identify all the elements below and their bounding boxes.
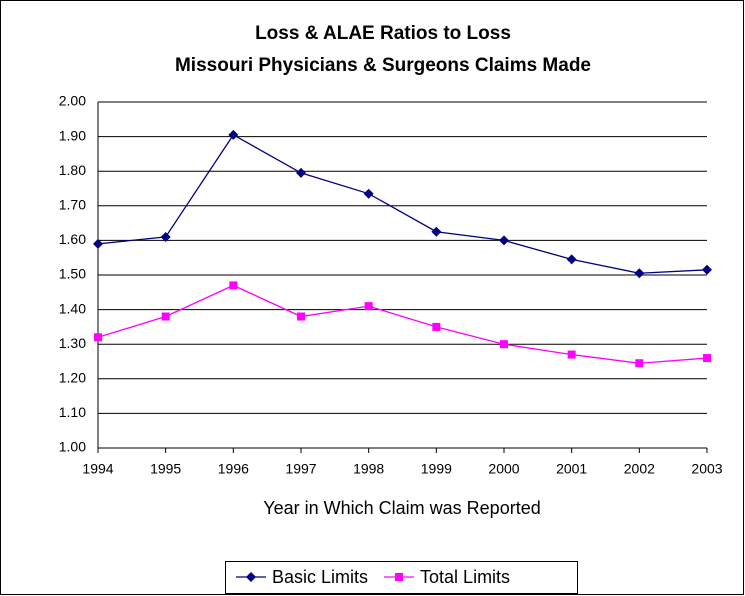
y-tick-label: 1.80 xyxy=(59,162,86,178)
point xyxy=(161,312,170,321)
point xyxy=(296,167,306,178)
y-tick-label: 2.00 xyxy=(59,93,86,109)
series-line xyxy=(97,284,708,364)
legend-label: Total Limits xyxy=(420,567,510,587)
y-tick-label: 1.10 xyxy=(59,404,86,420)
x-tick-label: 2001 xyxy=(556,461,587,477)
point xyxy=(635,359,644,368)
point xyxy=(363,188,374,199)
x-tick-label: 1994 xyxy=(82,461,113,477)
point xyxy=(246,572,256,582)
point xyxy=(702,264,712,275)
y-tick-label: 1.90 xyxy=(59,127,86,143)
x-tick-label: 1997 xyxy=(285,461,316,477)
point xyxy=(395,573,404,581)
x-tick-label: 1998 xyxy=(353,461,384,477)
point xyxy=(364,302,373,311)
y-tick-label: 1.00 xyxy=(59,439,86,455)
point xyxy=(297,312,305,321)
point xyxy=(500,340,508,349)
x-tick-label: 2000 xyxy=(488,461,519,477)
chart-subtitle: Missouri Physicians & Surgeons Claims Ma… xyxy=(175,55,591,76)
point xyxy=(499,235,509,246)
x-tick-label: 2002 xyxy=(624,461,655,477)
y-tick-label: 1.30 xyxy=(59,335,86,351)
x-tick-label: 1999 xyxy=(421,461,452,477)
y-tick-label: 1.40 xyxy=(59,300,86,316)
x-tick-label: 2003 xyxy=(691,461,722,477)
y-tick-label: 1.70 xyxy=(59,197,86,213)
point xyxy=(432,322,441,331)
x-tick-label: 1996 xyxy=(218,461,249,477)
x-tick-label: 1995 xyxy=(150,461,181,477)
point xyxy=(94,333,102,342)
chart-title: Loss & ALAE Ratios to Loss xyxy=(255,23,511,44)
point xyxy=(160,231,171,242)
point xyxy=(703,354,711,363)
legend-label: Basic Limits xyxy=(272,567,368,587)
y-tick-label: 1.20 xyxy=(59,370,86,386)
point xyxy=(93,238,103,249)
point xyxy=(431,226,442,237)
point xyxy=(634,268,645,279)
point xyxy=(229,281,238,290)
point xyxy=(228,129,239,140)
y-tick-label: 1.60 xyxy=(59,231,86,247)
point xyxy=(567,350,576,359)
x-axis-label: Year in Which Claim was Reported xyxy=(263,498,540,518)
point xyxy=(566,254,577,265)
y-tick-label: 1.50 xyxy=(59,266,86,282)
series-line xyxy=(97,134,708,274)
